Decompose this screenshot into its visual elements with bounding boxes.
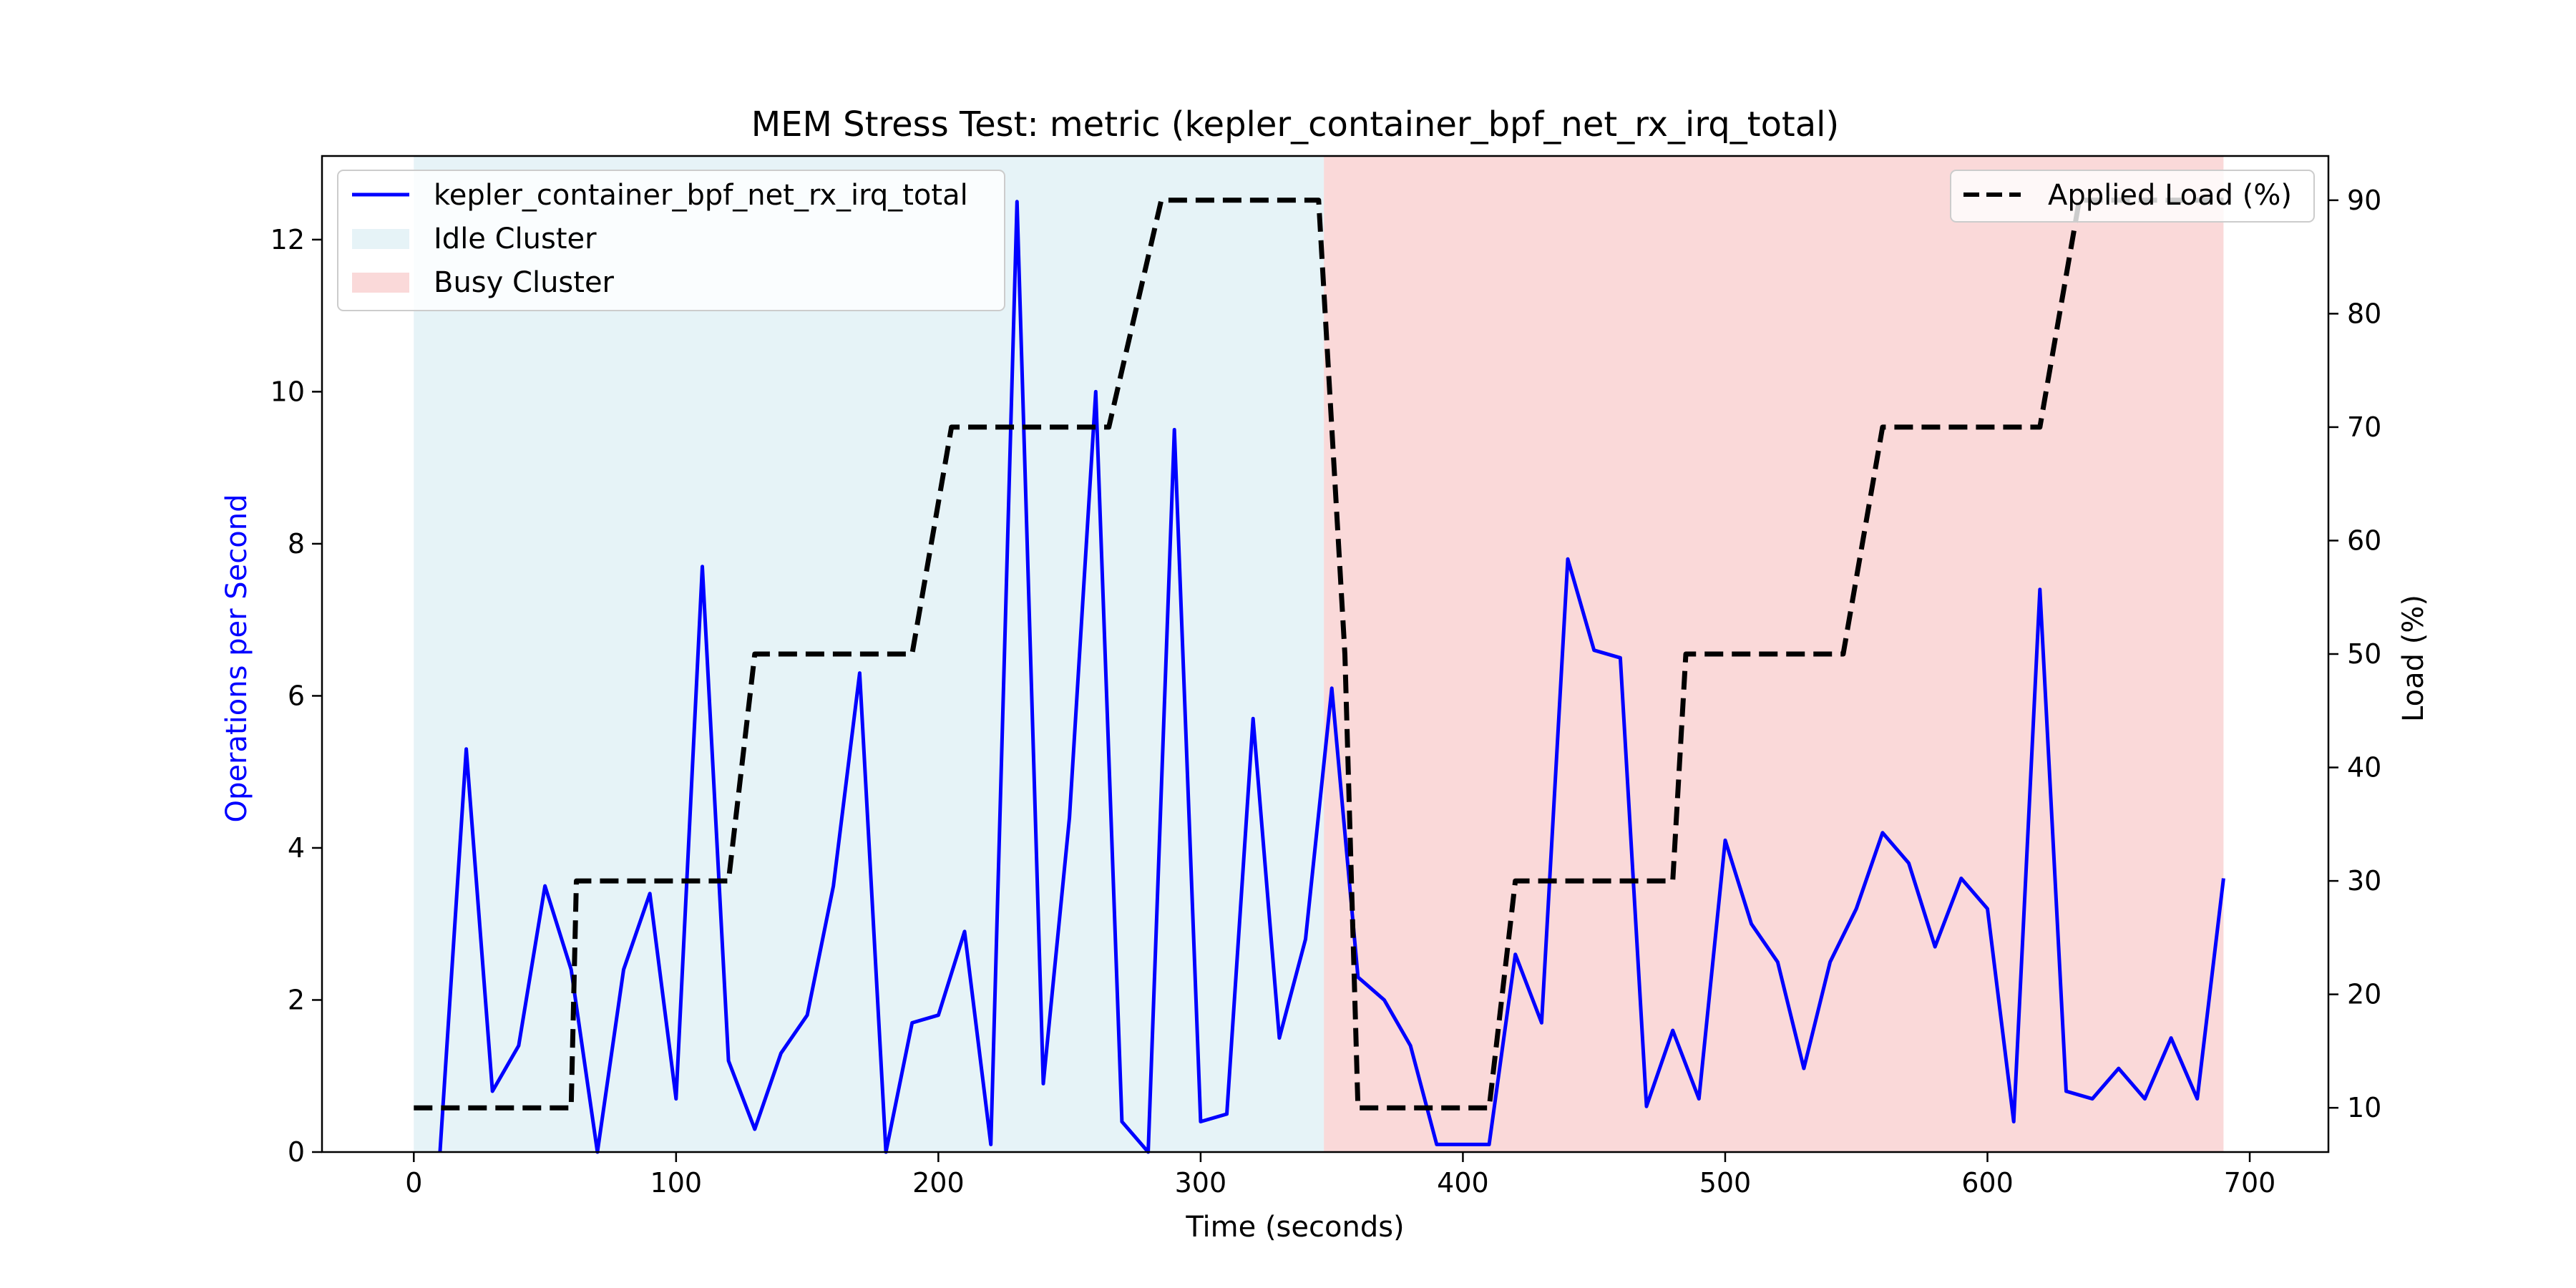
chart-title: MEM Stress Test: metric (kepler_containe… bbox=[751, 104, 1839, 145]
legend-metric-label: kepler_container_bpf_net_rx_irq_total bbox=[434, 179, 968, 212]
x-tick-label: 600 bbox=[1961, 1167, 2014, 1199]
x-tick-label: 200 bbox=[912, 1167, 965, 1199]
right-y-tick-label: 60 bbox=[2347, 525, 2381, 556]
left-y-tick-label: 12 bbox=[270, 224, 305, 255]
x-tick-label: 700 bbox=[2224, 1167, 2276, 1199]
x-tick-label: 500 bbox=[1699, 1167, 1752, 1199]
x-tick-label: 300 bbox=[1175, 1167, 1227, 1199]
right-y-tick-label: 20 bbox=[2347, 979, 2381, 1010]
metric-series bbox=[438, 200, 2225, 1154]
right-y-tick-label: 10 bbox=[2347, 1092, 2381, 1123]
left-y-tick-label: 4 bbox=[288, 832, 305, 864]
x-tick-label: 100 bbox=[650, 1167, 703, 1199]
right-y-tick-label: 70 bbox=[2347, 411, 2381, 443]
load-series bbox=[414, 197, 2224, 1111]
left-y-tick-label: 8 bbox=[288, 528, 305, 560]
right-y-tick-label: 80 bbox=[2347, 298, 2381, 329]
legend-load-label: Applied Load (%) bbox=[2048, 179, 2292, 212]
x-tick-label: 0 bbox=[405, 1167, 422, 1199]
left-y-tick-label: 2 bbox=[288, 984, 305, 1015]
legend-right: Applied Load (%) bbox=[1950, 170, 2315, 223]
legend-idle-swatch bbox=[352, 229, 409, 249]
left-y-tick-label: 0 bbox=[288, 1136, 305, 1168]
x-tick-label: 400 bbox=[1437, 1167, 1489, 1199]
legend-idle-label: Idle Cluster bbox=[434, 223, 597, 255]
right-y-tick-label: 90 bbox=[2347, 185, 2381, 216]
right-y-tick-label: 40 bbox=[2347, 752, 2381, 784]
legend-busy-label: Busy Cluster bbox=[434, 266, 615, 299]
x-axis-title: Time (seconds) bbox=[1185, 1211, 1404, 1244]
left-y-axis-title: Operations per Second bbox=[220, 494, 253, 823]
legend-left-frame bbox=[337, 170, 1005, 311]
legend-busy-swatch bbox=[352, 273, 409, 293]
right-y-tick-label: 30 bbox=[2347, 865, 2381, 897]
left-y-axis-ticks: 0 2 4 6 8 10 12 bbox=[270, 224, 322, 1168]
right-y-axis-ticks: 10 20 30 40 50 60 70 80 90 bbox=[2328, 185, 2381, 1123]
legend-left: kepler_container_bpf_net_rx_irq_total Id… bbox=[337, 170, 1005, 311]
load-line bbox=[414, 197, 2224, 1111]
legend-right-frame bbox=[1950, 170, 2315, 223]
x-axis-ticks: 0 100 200 300 400 500 600 700 bbox=[405, 1152, 2275, 1199]
left-y-tick-label: 10 bbox=[270, 376, 305, 407]
left-y-tick-label: 6 bbox=[288, 680, 305, 711]
right-y-tick-label: 50 bbox=[2347, 638, 2381, 670]
right-y-axis-title: Load (%) bbox=[2397, 595, 2430, 722]
